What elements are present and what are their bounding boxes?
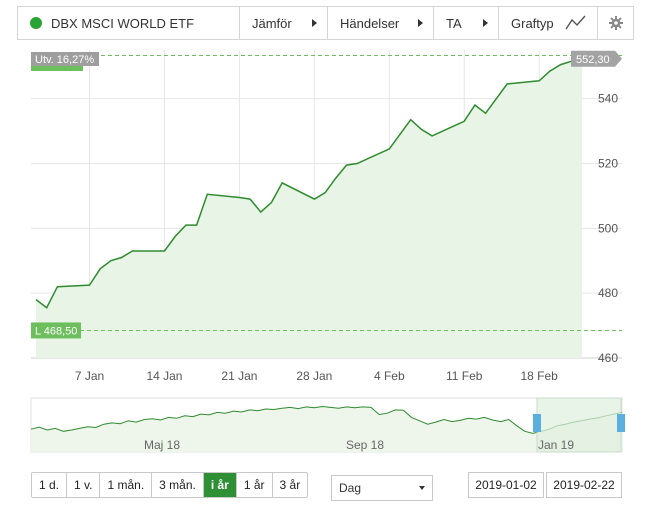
ta-button[interactable]: TA: [434, 7, 499, 39]
instrument-name: DBX MSCI WORLD ETF: [51, 15, 195, 31]
y-tick-label: 520: [598, 156, 618, 170]
navigator-label: Sep 18: [346, 438, 384, 452]
instrument-title: DBX MSCI WORLD ETF: [18, 7, 240, 39]
date-to-field[interactable]: 2019-02-22: [546, 472, 622, 498]
graph-type-label: Graftyp: [511, 15, 554, 31]
navigator-selection[interactable]: [536, 397, 622, 453]
date-to-value: 2019-02-22: [553, 478, 615, 492]
date-from-field[interactable]: 2019-01-02: [468, 472, 544, 498]
chart-controls: 1 d. 1 v. 1 mån. 3 mån. i år 1 år 3 år Dag 201…: [0, 472, 646, 501]
navigator-label: Jan 19: [538, 438, 574, 452]
period-button[interactable]: 1 d.: [32, 473, 68, 497]
y-tick-label: 500: [598, 221, 618, 235]
y-tick-label: 460: [598, 351, 618, 365]
last-value-badge: [571, 50, 622, 67]
x-tick-label: 21 Jan: [221, 369, 257, 383]
period-button[interactable]: 1 v.: [67, 473, 101, 497]
change-label: Utv. 16,27%: [35, 54, 94, 66]
chart-toolbar: DBX MSCI WORLD ETF Jämför Händelser TA G…: [17, 6, 634, 40]
gear-icon: [608, 16, 623, 30]
change-badge: [31, 52, 99, 66]
period-button[interactable]: i år: [203, 473, 237, 497]
x-tick-label: 28 Jan: [296, 369, 332, 383]
period-selector: 1 d. 1 v. 1 mån. 3 mån. i år 1 år 3 år: [31, 472, 309, 498]
line-chart-icon: [565, 15, 586, 30]
date-from-value: 2019-01-02: [475, 478, 537, 492]
status-dot-icon: [30, 17, 42, 29]
period-button[interactable]: 3 mån.: [152, 473, 204, 497]
navigator-handle-right[interactable]: [617, 414, 625, 432]
x-tick-label: 4 Feb: [374, 369, 405, 383]
events-button[interactable]: Händelser: [328, 7, 434, 39]
interval-select[interactable]: Dag: [331, 475, 433, 501]
high-badge: [31, 66, 83, 71]
events-label: Händelser: [340, 15, 400, 31]
navigator-label: Maj 18: [144, 438, 180, 452]
series-line: [35, 58, 583, 309]
x-tick-label: 11 Feb: [446, 369, 483, 383]
compare-button[interactable]: Jämför: [240, 7, 328, 39]
caret-right-icon: [418, 19, 423, 27]
caret-right-icon: [312, 19, 317, 27]
x-tick-label: 14 Jan: [146, 369, 182, 383]
last-value-label: 552,30: [576, 54, 610, 66]
x-tick-label: 7 Jan: [75, 369, 104, 383]
compare-label: Jämför: [252, 15, 292, 31]
x-tick-label: 18 Feb: [520, 369, 558, 383]
navigator-line: [30, 405, 623, 434]
low-label: L 468,50: [35, 325, 77, 337]
period-button[interactable]: 1 mån.: [100, 473, 153, 497]
caret-right-icon: [483, 19, 488, 27]
y-tick-label: 480: [598, 286, 618, 300]
navigator-handle-left[interactable]: [533, 414, 541, 432]
price-chart[interactable]: 460 480 500 520 540 7 Jan 14 Jan 21 Jan 28 Jan 4 …: [0, 0, 646, 460]
interval-value: Dag: [339, 481, 362, 495]
graph-type-button[interactable]: Graftyp: [499, 7, 598, 39]
series-area: [36, 58, 582, 359]
period-button[interactable]: 3 år: [272, 473, 308, 497]
period-button[interactable]: 1 år: [236, 473, 273, 497]
ta-label: TA: [446, 15, 462, 31]
chevron-down-icon: [419, 486, 425, 490]
low-badge: [31, 322, 81, 339]
y-tick-label: 540: [598, 92, 618, 106]
settings-button[interactable]: [598, 7, 633, 39]
